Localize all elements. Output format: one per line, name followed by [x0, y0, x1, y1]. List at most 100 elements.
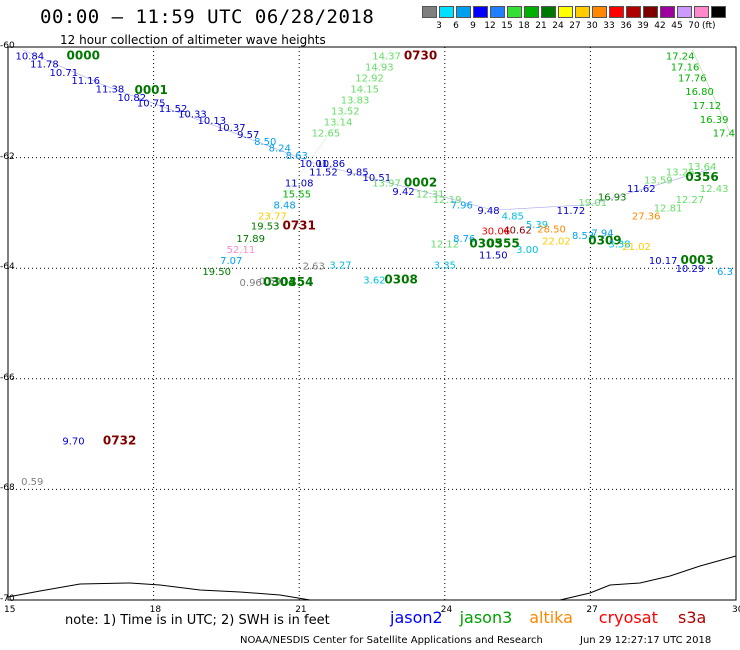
antarctic-coastline-east — [559, 555, 737, 601]
wave-height-value: 22.02 — [542, 237, 571, 248]
pass-time-label: 0355 — [486, 236, 519, 250]
wave-height-value: 11.50 — [479, 250, 508, 261]
wave-height-value: 10.33 — [178, 109, 207, 120]
legend-tick-label: 21 — [535, 21, 547, 31]
wave-height-value: 17.16 — [671, 62, 700, 73]
wave-height-value: 9.85 — [346, 167, 368, 178]
satellite-track — [226, 49, 392, 274]
wave-height-value: 23.77 — [258, 212, 287, 223]
wave-height-value: 2.63 — [303, 261, 325, 272]
pass-time-label: 0356 — [685, 170, 718, 184]
wave-height-value: 11.62 — [627, 184, 656, 195]
x-tick-label: 18 — [149, 605, 162, 615]
legend-tick-label: 27 — [569, 21, 581, 31]
y-tick-label: -62 — [0, 151, 15, 162]
legend-swatch — [592, 6, 607, 18]
legend-tick-label: 33 — [603, 21, 615, 31]
x-tick-label: 27 — [586, 605, 598, 615]
wave-height-value: 16.39 — [700, 115, 729, 126]
x-tick-label: 30 — [732, 605, 740, 615]
wave-height-value: 5.39 — [526, 220, 548, 231]
antarctic-coastline — [7, 582, 311, 601]
legend-swatch — [439, 6, 454, 18]
legend-swatch — [660, 6, 675, 18]
pass-time-label: 0002 — [404, 175, 437, 189]
legend-swatch — [711, 6, 726, 18]
wave-height-value: 30.06 — [481, 227, 510, 238]
wave-height-value: 19.01 — [579, 198, 608, 209]
legend-tick-label: 12 — [484, 21, 496, 31]
wave-height-value: 17.89 — [236, 234, 265, 245]
wave-height-value: 10.51 — [363, 173, 392, 184]
wave-height-value: 8.50 — [254, 137, 276, 148]
x-tick-label: 15 — [4, 605, 16, 615]
wave-height-value: 3.00 — [516, 245, 538, 256]
map-subtitle: 12 hour collection of altimeter wave hei… — [60, 33, 326, 47]
credit-line: NOAA/NESDIS Center for Satellite Applica… — [240, 635, 543, 646]
wave-height-value: 12.81 — [654, 203, 683, 214]
wave-height-value: 3.38 — [608, 239, 630, 250]
satellite-tracks — [22, 49, 732, 274]
pass-time-label: 0003 — [680, 253, 713, 267]
legend-swatch — [558, 6, 573, 18]
legend-swatch — [626, 6, 641, 18]
map-title: 00:00 – 11:59 UTC 06/28/2018 — [40, 6, 375, 28]
wave-height-value: 12.19 — [433, 195, 462, 206]
wave-height-value: 10.82 — [117, 93, 146, 104]
map-frame — [7, 46, 737, 601]
y-tick-label: -66 — [0, 372, 15, 383]
pass-time-label: 0732 — [103, 434, 136, 448]
legend-swatch — [456, 6, 471, 18]
legend-swatch — [677, 6, 692, 18]
wave-height-value: 28.50 — [537, 224, 566, 235]
wave-height-value: 0.59 — [21, 477, 43, 488]
legend-swatch — [609, 6, 624, 18]
wave-height-value: 13.64 — [688, 162, 717, 173]
wave-height-value: 16.80 — [685, 87, 714, 98]
wave-height-value: 13.83 — [341, 96, 370, 107]
wave-height-value: 11.78 — [30, 60, 59, 71]
satellite-name-altika: altika — [529, 608, 573, 627]
wave-height-value: 52.11 — [227, 245, 256, 256]
satellite-name-s3a: s3a — [678, 608, 707, 627]
wave-height-value: 8.24 — [269, 144, 291, 155]
wave-height-value: 16.93 — [598, 192, 627, 203]
legend-tick-label: 24 — [552, 21, 564, 31]
satellite-name-jason2: jason2 — [390, 608, 443, 627]
legend-tick-label: 18 — [518, 21, 530, 31]
pass-time-label: 0354 — [280, 275, 313, 289]
wave-height-value: 7.94 — [591, 228, 613, 239]
wave-height-value: 40.62 — [503, 225, 532, 236]
wave-height-value: 3.35 — [434, 260, 456, 271]
wave-height-value: 3.62 — [363, 275, 385, 286]
wave-height-value: 7.07 — [220, 256, 242, 267]
wave-height-value: 3.27 — [329, 260, 351, 271]
wave-height-value: 14.93 — [365, 62, 394, 73]
legend-swatch — [507, 6, 522, 18]
wave-height-value: 12.43 — [700, 184, 729, 195]
y-tick-label: -68 — [0, 483, 15, 494]
wave-height-value: 14.37 — [372, 51, 401, 62]
pass-time-label: 0308 — [384, 272, 417, 286]
wave-height-value: 13.26 — [666, 167, 695, 178]
wave-height-value: 13.14 — [324, 118, 353, 129]
wave-height-value: 13.59 — [644, 176, 673, 187]
wave-height-value: 14.15 — [350, 84, 379, 95]
wave-height-value: 11.16 — [71, 76, 100, 87]
pass-time-label: 0001 — [134, 83, 167, 97]
legend-tick-label: 30 — [586, 21, 598, 31]
x-tick-label: 21 — [295, 605, 307, 615]
wave-height-value: 17.24 — [666, 51, 695, 62]
wave-height-value: 11.38 — [96, 84, 125, 95]
wave-height-value: 12.31 — [416, 190, 445, 201]
wave-height-value: 12.92 — [355, 73, 384, 84]
wave-height-value: 10.01 — [299, 159, 328, 170]
wave-height-value: 10.71 — [49, 68, 78, 79]
generated-timestamp: Jun 29 12:27:17 UTC 2018 — [580, 635, 712, 646]
footer-note: note: 1) Time is in UTC; 2) SWH is in fe… — [65, 613, 330, 628]
legend-tick-label: 15 — [501, 21, 513, 31]
pass-time-label: 0000 — [67, 48, 100, 62]
wave-height-value: 12.27 — [676, 195, 705, 206]
wave-height-value: 10.17 — [649, 256, 678, 267]
